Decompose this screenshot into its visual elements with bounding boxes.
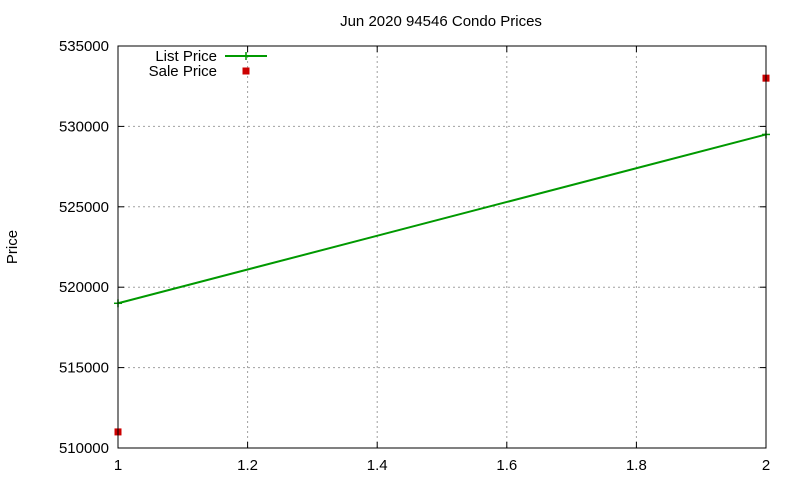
legend-marker (242, 52, 250, 60)
y-tick-label: 515000 (59, 360, 109, 377)
legend-item-list-price: List Price (155, 48, 267, 65)
series (114, 74, 770, 436)
list-price-line (117, 133, 767, 305)
axis-ticks: 1 1.2 1.4 1.6 1.8 2 535000 530000 525000 520000 51… (59, 38, 770, 474)
y-tick-label: 525000 (59, 199, 109, 216)
plot-frame (117, 45, 767, 449)
y-axis-label: Price (4, 230, 21, 264)
x-tick-label: 1.8 (626, 457, 647, 474)
chart-title: Jun 2020 94546 Condo Prices (340, 13, 542, 30)
legend-swatch (242, 67, 250, 75)
x-tick-label: 1.2 (237, 457, 258, 474)
x-tick-label: 1.6 (496, 457, 517, 474)
legend-item-sale-price: Sale Price (149, 63, 250, 80)
y-tick-label: 535000 (59, 38, 109, 55)
grid (118, 46, 766, 448)
legend-label: Sale Price (149, 63, 217, 80)
x-tick-label: 1.4 (367, 457, 388, 474)
y-tick-label: 530000 (59, 118, 109, 135)
y-tick-label: 510000 (59, 440, 109, 457)
x-tick-label: 2 (762, 457, 770, 474)
x-tick-label: 1 (114, 457, 122, 474)
legend-label: List Price (155, 48, 217, 65)
y-tick-label: 520000 (59, 279, 109, 296)
